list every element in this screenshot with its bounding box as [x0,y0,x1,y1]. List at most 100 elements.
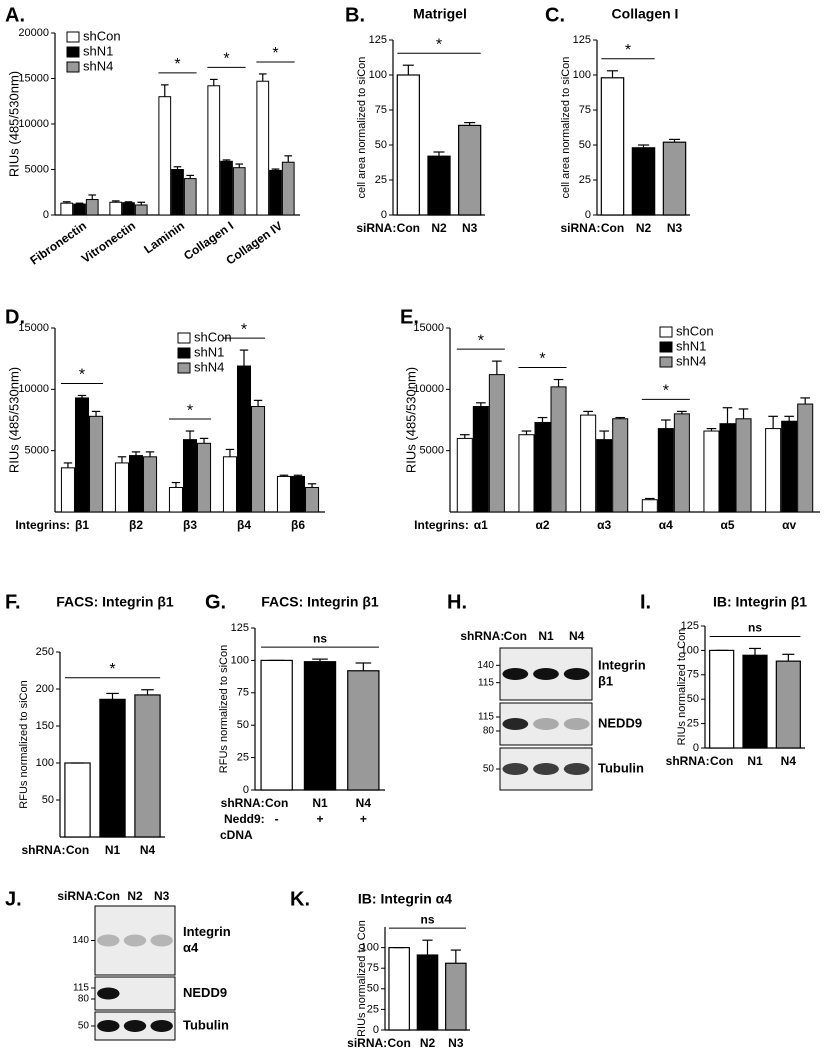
bar [89,415,104,513]
bar [305,486,320,513]
y-tick-label: 25 [237,752,249,764]
y-axis-label: RIUs (485/530nm) [403,367,418,473]
legend-label: shN4 [194,359,224,374]
row-value: + [316,812,323,826]
blot-band [502,763,529,775]
x-tick-label: Vitronectin [79,219,138,266]
y-tick-label: 50 [375,139,387,151]
x-prefix: shRNA: [22,843,66,857]
chart-title: IB: Integrin α4 [358,891,452,907]
size-marker: 80 [483,726,495,737]
blot-band [502,668,529,680]
bar [114,462,129,513]
y-tick-label: 75 [237,687,249,699]
bar [347,670,380,791]
y-tick-label: 100 [231,654,249,666]
y-axis-label: RIUs (485/530nm) [6,71,21,177]
blot-band [150,934,173,947]
y-tick-label: 75 [579,104,591,116]
significance-label: * [663,383,669,400]
x-prefix: Integrins: [414,518,469,532]
blot-band [563,763,590,775]
blot-band [563,668,590,680]
blot-band [533,668,559,680]
bar [183,178,197,216]
legend-label: shCon [83,28,121,43]
bar [85,199,99,216]
bar [182,439,198,513]
legend-swatch [66,31,80,43]
x-tick-label: β4 [237,518,251,532]
y-tick-label: 10000 [18,118,49,130]
bar [445,962,467,1031]
bar [290,475,306,513]
bar [73,203,86,216]
blot-band [97,987,120,1000]
significance-label: * [174,56,180,73]
y-tick-label: 150 [36,720,54,732]
x-tick-label: N2 [636,221,652,235]
y-tick-label: 5000 [25,163,49,175]
y-tick-label: 0 [43,209,49,221]
y-tick-label: 50 [687,693,699,705]
x-tick-label: α1 [474,518,488,532]
chart-title: FACS: Integrin β1 [261,594,379,610]
legend-label: shCon [676,323,714,338]
bar [472,406,489,513]
significance-label: ns [748,621,762,635]
bar [550,386,567,513]
panel-letter: K. [290,888,310,910]
y-tick-label: 25 [375,174,387,186]
bar [143,456,158,513]
y-tick-label: 50 [237,719,249,731]
bar [171,169,184,216]
bar [735,418,752,513]
x-tick-label: α5 [720,518,734,532]
size-marker: 140 [72,935,89,946]
significance-label: * [478,332,484,349]
significance-label: * [187,402,193,419]
y-tick-label: 5000 [25,445,49,457]
y-tick-label: 50 [367,983,379,995]
bar [60,202,74,216]
panel-letter: B. [345,4,365,26]
bar [256,80,270,216]
panel-letter: I. [640,591,651,613]
lane-label: Con [504,629,527,643]
bar [260,659,293,791]
x-tick-label: N3 [462,221,478,235]
bar [662,141,687,216]
bar [109,201,123,216]
blot-band [533,718,559,730]
legend-label: shN4 [83,58,113,73]
band-label: Integrin [598,657,646,672]
bar [641,499,658,513]
blot-panel [94,905,176,976]
legend-label: shCon [194,329,232,344]
y-tick-label: 15000 [18,322,49,334]
bar [427,155,451,216]
lane-label: N4 [569,629,585,643]
bar [596,439,613,513]
x-prefix: siRNA: [356,221,396,235]
band-label: α4 [183,940,199,955]
x-tick-label: β6 [291,518,305,532]
y-tick-label: 5000 [420,445,444,457]
y-axis-label: cell area normalized to siCon [560,57,572,199]
legend-swatch [659,341,673,353]
y-tick-label: 50 [42,794,54,806]
y-tick-label: 100 [681,644,699,656]
x-prefix: siRNA: [347,1036,387,1050]
bar [709,649,735,749]
bar [781,420,798,513]
x-tick-label: N4 [140,843,156,857]
blot-prefix: siRNA: [57,889,97,903]
x-tick-label: Con [397,221,420,235]
panel-letter: F. [5,591,21,613]
significance-label: ns [420,912,434,926]
legend-swatch [177,347,191,359]
row-value: - [275,812,279,826]
panel-letter: C. [545,4,565,26]
y-axis-label: RIUs (485/530nm) [6,367,21,473]
legend-swatch [177,362,191,374]
